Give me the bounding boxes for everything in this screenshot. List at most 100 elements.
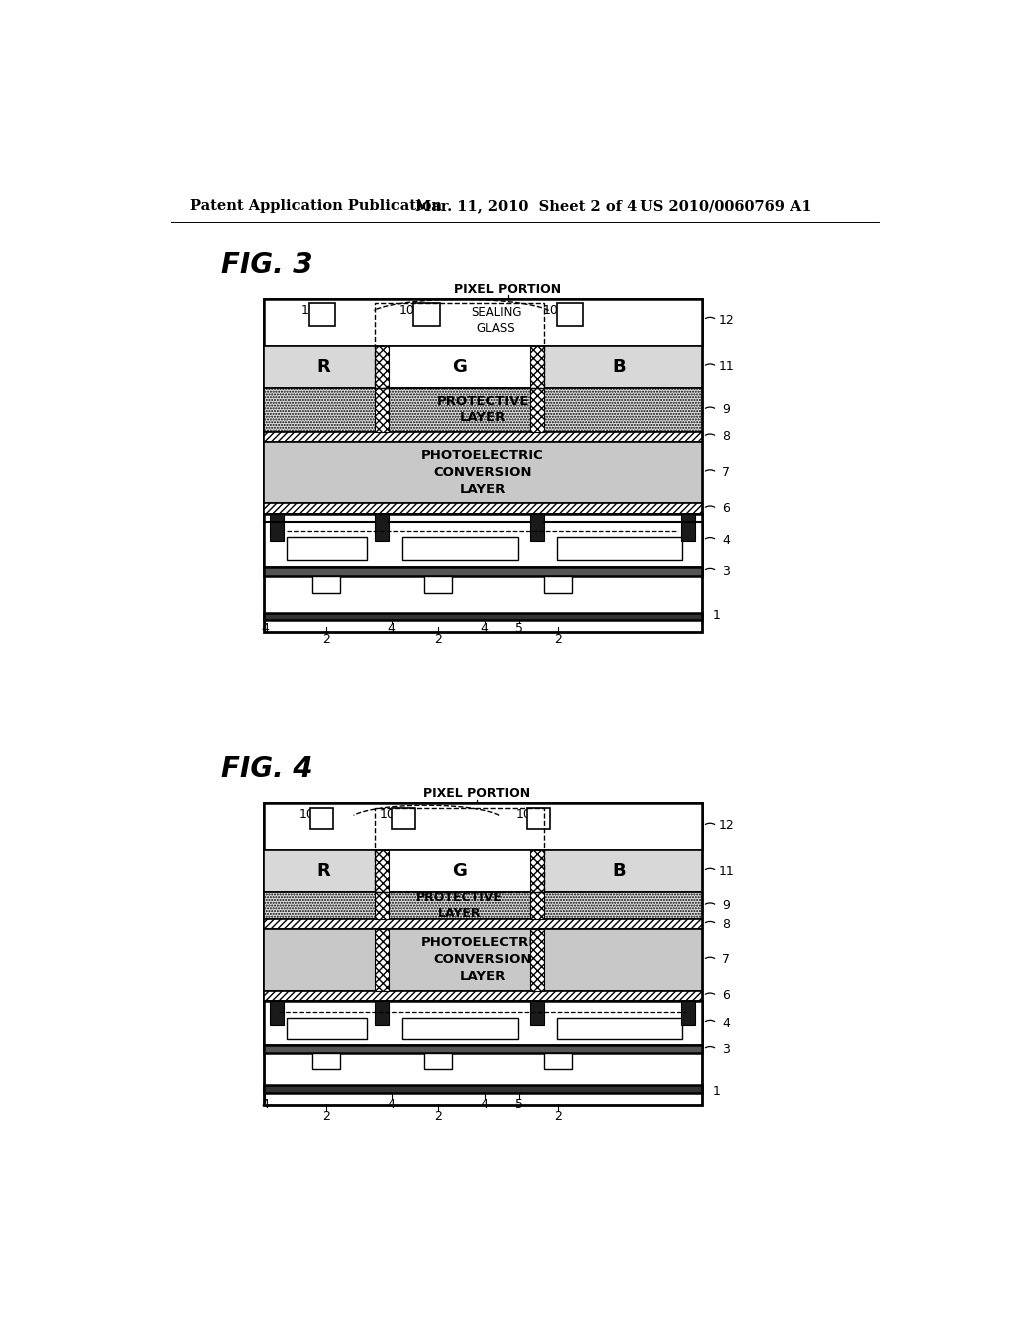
Bar <box>557 1018 682 1039</box>
Bar <box>557 304 583 326</box>
Text: 1: 1 <box>713 609 721 622</box>
Bar <box>530 892 544 919</box>
Text: 4: 4 <box>722 533 730 546</box>
Text: 2: 2 <box>322 634 330 647</box>
Text: 5: 5 <box>515 1098 523 1111</box>
Bar <box>263 346 382 388</box>
Text: 3: 3 <box>722 1043 730 1056</box>
Text: 4: 4 <box>261 622 269 635</box>
Text: 9: 9 <box>722 899 730 912</box>
Text: 10: 10 <box>515 808 531 821</box>
Bar <box>270 1001 284 1026</box>
Bar <box>681 1001 695 1026</box>
Bar <box>375 850 389 892</box>
Text: 11: 11 <box>719 360 734 374</box>
Bar <box>263 432 701 442</box>
Text: 6: 6 <box>722 989 730 1002</box>
Bar <box>530 515 544 541</box>
Bar <box>310 808 334 829</box>
Text: 11: 11 <box>719 865 734 878</box>
Bar <box>538 346 701 388</box>
Text: PHOTOELECTRIC
CONVERSION
LAYER: PHOTOELECTRIC CONVERSION LAYER <box>421 936 544 983</box>
Text: 10: 10 <box>301 304 316 317</box>
Bar <box>263 388 701 432</box>
Text: SEALING
GLASS: SEALING GLASS <box>471 306 521 334</box>
Text: PIXEL PORTION: PIXEL PORTION <box>455 282 561 296</box>
Text: Mar. 11, 2010  Sheet 2 of 4: Mar. 11, 2010 Sheet 2 of 4 <box>415 199 637 213</box>
Text: B: B <box>612 358 626 376</box>
Bar <box>263 892 701 919</box>
Bar <box>530 850 544 892</box>
Text: 12: 12 <box>719 314 734 326</box>
Bar <box>263 929 701 991</box>
Text: 10: 10 <box>298 808 314 821</box>
Text: 2: 2 <box>554 634 562 647</box>
Text: 8: 8 <box>722 917 730 931</box>
Text: 2: 2 <box>434 1110 442 1123</box>
Bar <box>263 298 701 632</box>
Bar <box>287 1018 367 1039</box>
Bar <box>263 503 701 515</box>
Text: G: G <box>453 862 467 880</box>
Bar <box>382 346 538 388</box>
Text: PHOTOELECTRIC
CONVERSION
LAYER: PHOTOELECTRIC CONVERSION LAYER <box>421 449 544 496</box>
Bar <box>401 537 518 561</box>
Text: 2: 2 <box>434 634 442 647</box>
Text: PROTECTIVE
LAYER: PROTECTIVE LAYER <box>436 395 528 424</box>
Text: 2: 2 <box>554 1110 562 1123</box>
Bar <box>375 929 389 991</box>
Bar <box>263 566 701 576</box>
Text: 7: 7 <box>722 466 730 479</box>
Bar <box>270 515 284 541</box>
Bar <box>530 388 544 432</box>
Text: 10: 10 <box>380 808 395 821</box>
Bar <box>375 388 389 432</box>
Text: FIG. 4: FIG. 4 <box>221 755 312 783</box>
Text: 5: 5 <box>515 622 523 635</box>
Bar <box>557 537 682 561</box>
Bar <box>375 1001 389 1026</box>
Bar <box>263 298 701 346</box>
Text: 3: 3 <box>722 565 730 578</box>
Bar <box>530 346 544 388</box>
Bar <box>375 515 389 541</box>
Bar <box>681 515 695 541</box>
Text: 7: 7 <box>722 953 730 966</box>
Text: 2: 2 <box>322 1110 330 1123</box>
Bar <box>391 808 415 829</box>
Text: FIG. 3: FIG. 3 <box>221 251 312 279</box>
Bar <box>544 576 572 593</box>
Bar <box>263 919 701 929</box>
Bar <box>263 1045 701 1053</box>
Text: US 2010/0060769 A1: US 2010/0060769 A1 <box>640 199 811 213</box>
Text: PIXEL PORTION: PIXEL PORTION <box>423 787 530 800</box>
Text: 10: 10 <box>399 304 415 317</box>
Text: 10: 10 <box>543 304 558 317</box>
Text: B: B <box>612 862 626 880</box>
Bar <box>375 892 389 919</box>
Bar <box>544 1053 572 1069</box>
Text: 4: 4 <box>722 1016 730 1030</box>
Text: R: R <box>316 358 330 376</box>
Bar <box>263 803 701 1105</box>
Text: 12: 12 <box>719 820 734 833</box>
Bar <box>538 850 701 892</box>
Text: 4: 4 <box>480 622 488 635</box>
Bar <box>527 808 550 829</box>
Text: 4: 4 <box>387 622 395 635</box>
Bar <box>401 1018 518 1039</box>
Bar <box>424 1053 452 1069</box>
Bar <box>382 850 538 892</box>
Text: R: R <box>316 862 330 880</box>
Bar <box>530 1001 544 1026</box>
Bar <box>263 850 382 892</box>
Bar <box>375 346 389 388</box>
Bar <box>263 803 701 850</box>
Text: Patent Application Publication: Patent Application Publication <box>190 199 442 213</box>
Bar <box>263 1001 701 1045</box>
Bar <box>375 304 544 388</box>
Bar <box>287 537 367 561</box>
Text: 8: 8 <box>722 430 730 444</box>
Text: 4: 4 <box>261 1098 269 1111</box>
Bar <box>263 991 701 1001</box>
